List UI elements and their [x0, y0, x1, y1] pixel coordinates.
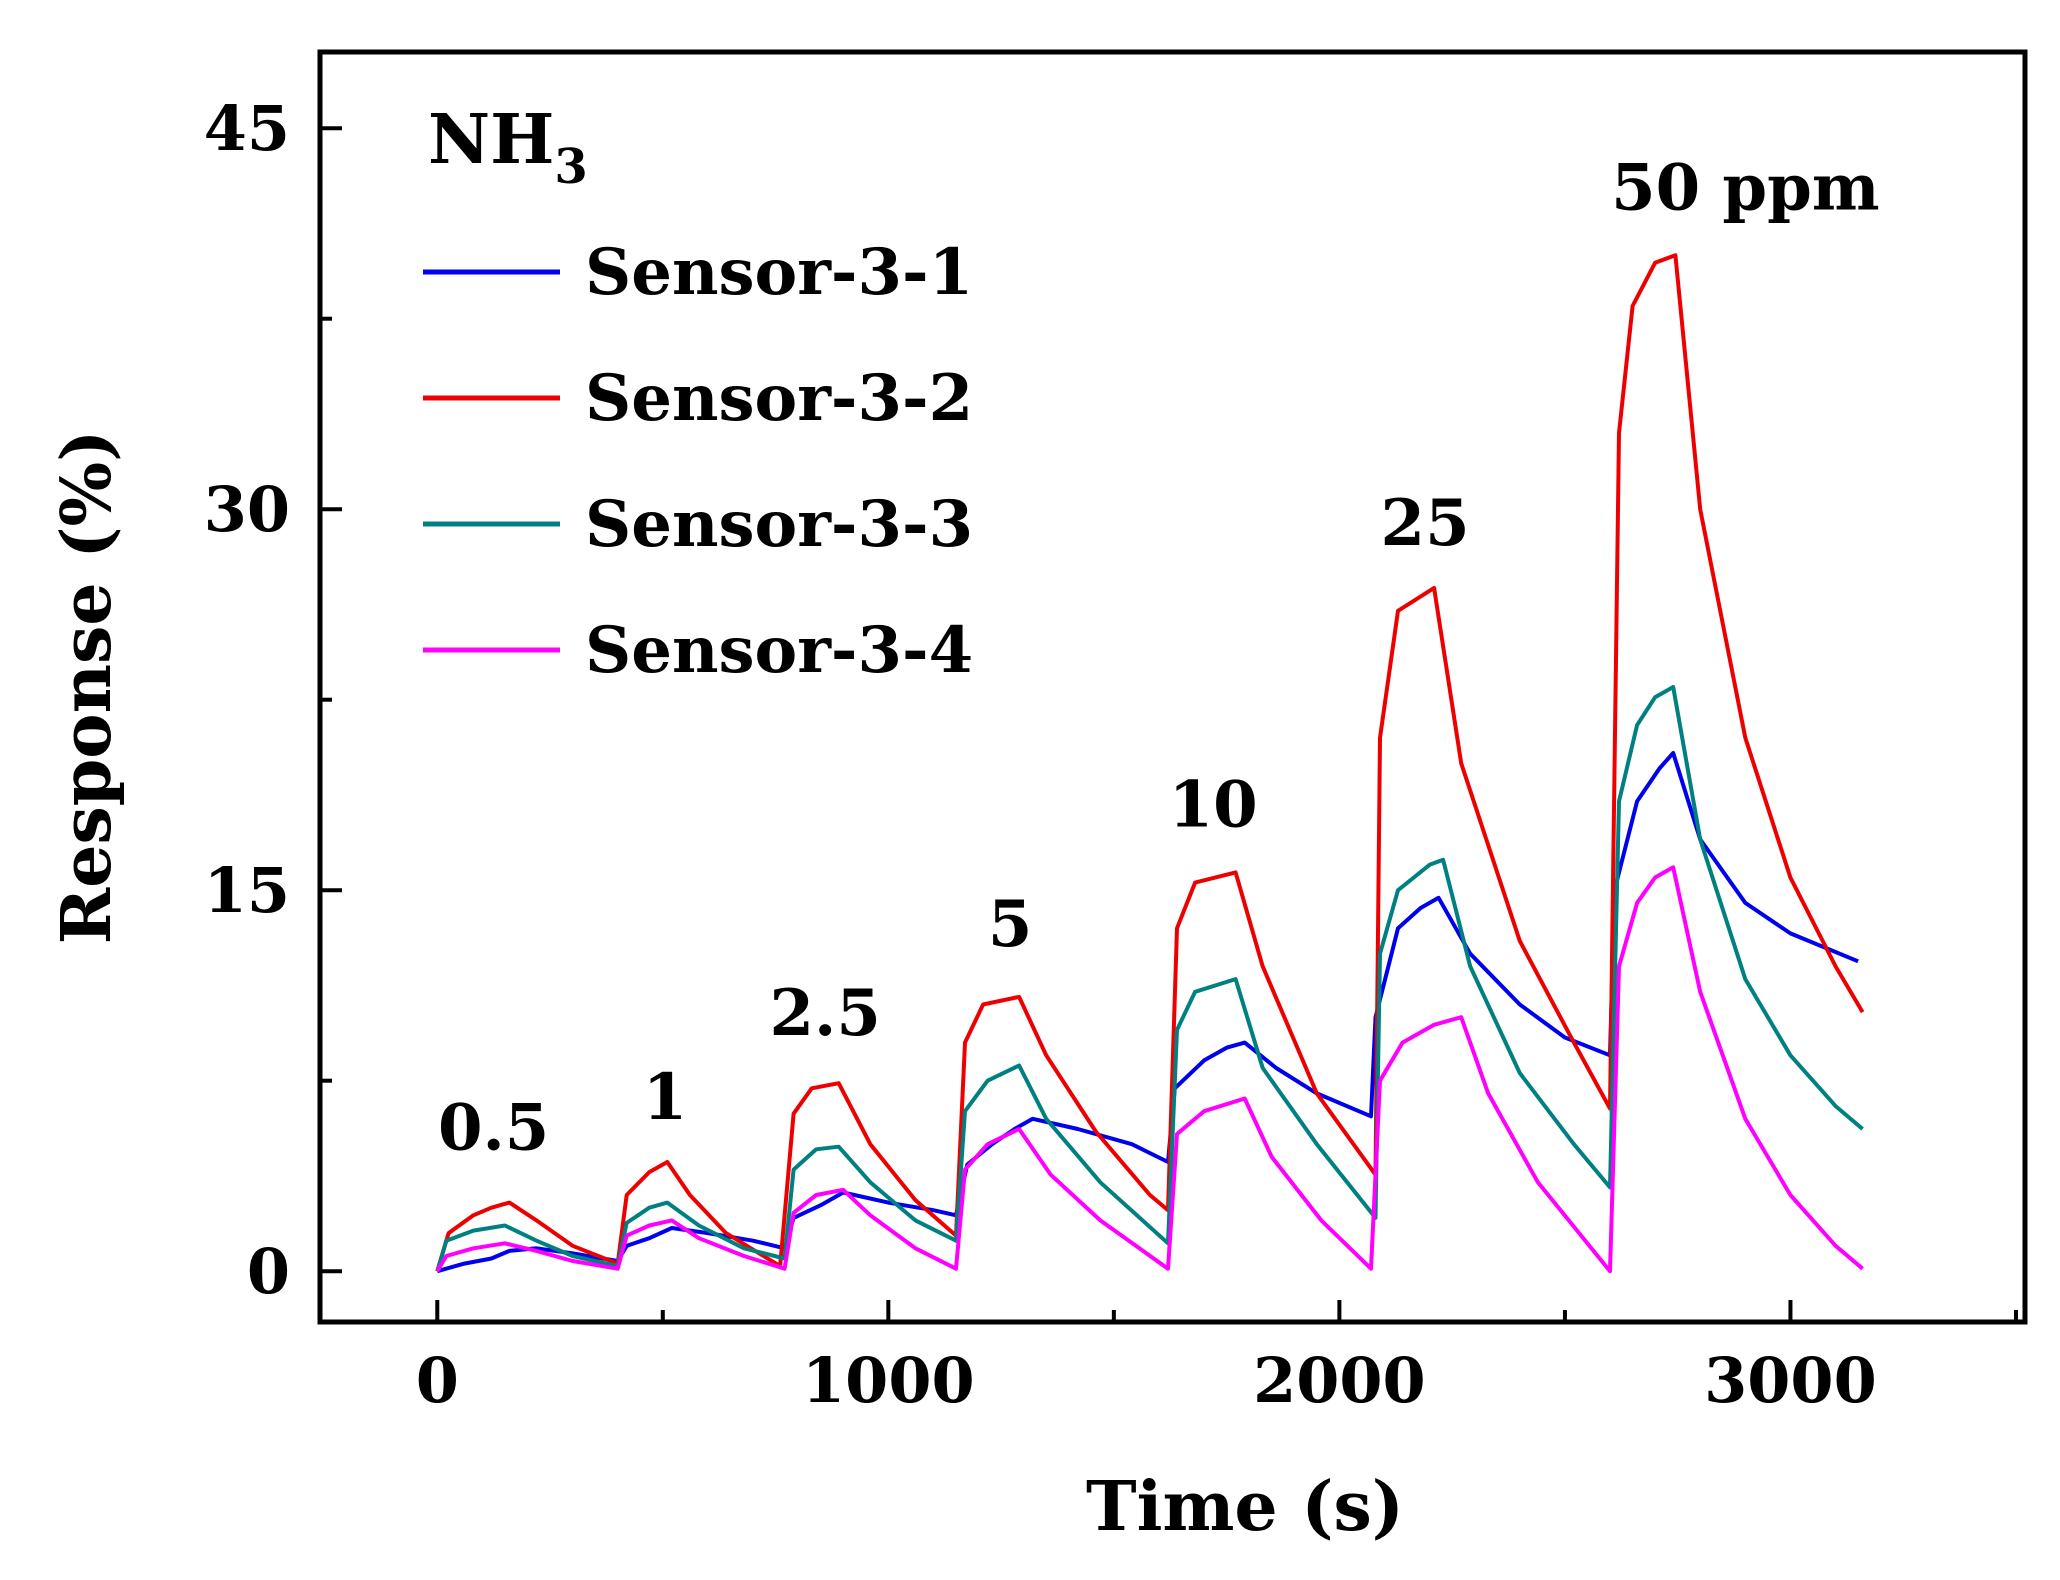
x-tick-label: 1000	[802, 1344, 975, 1417]
concentration-label: 5	[988, 887, 1033, 962]
y-tick-label: 30	[204, 473, 290, 546]
y-tick-label: 45	[204, 92, 290, 165]
gas-label-subscript: 3	[554, 139, 587, 195]
concentration-label: 25	[1381, 486, 1470, 561]
annotations: 0.5 1 2.5 5 10 25 50 ppm	[438, 150, 1880, 1165]
y-tick-label: 15	[204, 854, 290, 927]
x-axis-title: Time (s)	[1086, 1467, 1404, 1547]
concentration-label: 0.5	[438, 1090, 549, 1165]
legend-label-2: Sensor-3-2	[585, 361, 973, 436]
x-tick-label: 0	[416, 1344, 459, 1417]
gas-label: NH3	[428, 100, 588, 195]
y-tick-label: 0	[247, 1235, 290, 1308]
x-tick-label: 2000	[1253, 1344, 1426, 1417]
y-axis-title: Response (%)	[47, 430, 127, 945]
x-tick-label: 3000	[1704, 1344, 1877, 1417]
y-axis: 0 15 30 45	[204, 92, 342, 1308]
series-line-4	[435, 865, 1864, 1274]
legend: Sensor-3-1 Sensor-3-2 Sensor-3-3 Sensor-3-4	[423, 235, 973, 688]
gas-label-main: NH	[428, 100, 554, 180]
series-line-3	[435, 685, 1864, 1272]
series-lines	[435, 253, 1865, 1274]
concentration-label: 2.5	[770, 976, 881, 1051]
x-axis: 0 1000 2000 3000	[416, 1300, 2018, 1417]
legend-label-1: Sensor-3-1	[585, 235, 973, 310]
concentration-label: 1	[643, 1060, 688, 1135]
legend-label-3: Sensor-3-3	[585, 487, 973, 562]
concentration-label: 50 ppm	[1611, 150, 1880, 225]
series-line-2	[435, 253, 1865, 1272]
plot-frame	[317, 49, 2028, 1325]
legend-label-4: Sensor-3-4	[585, 613, 973, 688]
concentration-label: 10	[1169, 768, 1258, 843]
